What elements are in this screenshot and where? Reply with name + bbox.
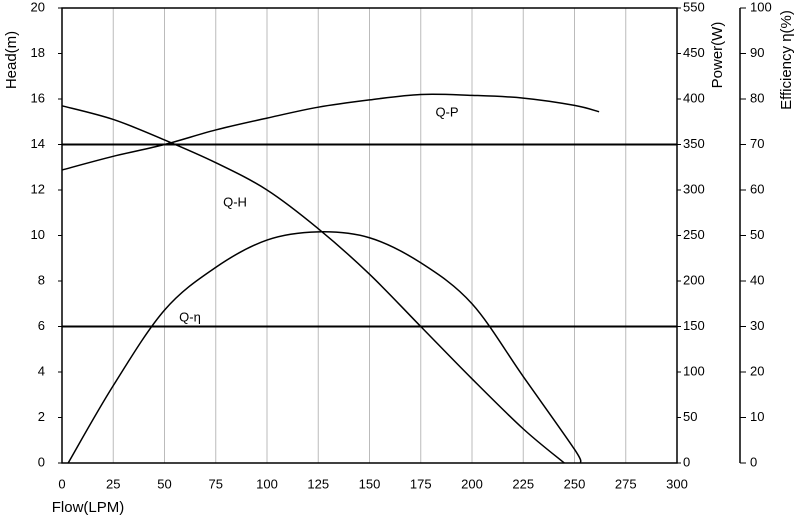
y-tick-label: 0	[38, 454, 45, 469]
y-tick-label: 16	[31, 90, 45, 105]
curve	[67, 231, 582, 464]
y2-tick-label: 300	[683, 181, 705, 196]
y2-tick-label: 550	[683, 0, 705, 14]
y2-tick-label: 400	[683, 90, 705, 105]
y3-tick-label: 100	[750, 0, 772, 14]
x-tick-label: 150	[359, 476, 381, 491]
y-tick-label: 8	[38, 272, 45, 287]
y-tick-label: 18	[31, 45, 45, 60]
y3-tick-label: 40	[750, 272, 764, 287]
curve	[61, 105, 565, 464]
y2-tick-label: 150	[683, 318, 705, 333]
y-tick-label: 2	[38, 409, 45, 424]
y2-tick-label: 100	[683, 363, 705, 378]
y3-tick-label: 10	[750, 409, 764, 424]
curve-label: Q-η	[179, 309, 201, 324]
y-tick-label: 6	[38, 318, 45, 333]
x-tick-label: 300	[666, 476, 688, 491]
y-tick-label: 20	[31, 0, 45, 14]
x-tick-label: 25	[106, 476, 120, 491]
x-tick-label: 175	[410, 476, 432, 491]
y2-tick-label: 250	[683, 227, 705, 242]
y-tick-label: 12	[31, 181, 45, 196]
y-axis-label: Head(m)	[3, 31, 20, 89]
y3-tick-label: 90	[750, 45, 764, 60]
x-axis-label: Flow(LPM)	[52, 499, 125, 516]
y2-tick-label: 200	[683, 272, 705, 287]
y2-tick-label: 350	[683, 136, 705, 151]
y2-axis-label: Power(W)	[709, 22, 726, 89]
curve	[61, 93, 600, 171]
x-tick-label: 225	[512, 476, 534, 491]
y-tick-label: 10	[31, 227, 45, 242]
x-tick-label: 275	[615, 476, 637, 491]
x-tick-label: 100	[256, 476, 278, 491]
y3-tick-label: 50	[750, 227, 764, 242]
x-tick-label: 50	[157, 476, 171, 491]
x-tick-label: 200	[461, 476, 483, 491]
x-tick-label: 0	[58, 476, 65, 491]
x-tick-label: 75	[209, 476, 223, 491]
x-tick-label: 125	[307, 476, 329, 491]
y-tick-label: 4	[38, 363, 45, 378]
curve-label: Q-P	[435, 104, 458, 119]
y3-tick-label: 20	[750, 363, 764, 378]
y3-tick-label: 0	[750, 454, 757, 469]
y2-tick-label: 0	[683, 454, 690, 469]
curve-label: Q-H	[223, 194, 247, 209]
y3-tick-label: 80	[750, 90, 764, 105]
y3-tick-label: 30	[750, 318, 764, 333]
y3-tick-label: 60	[750, 181, 764, 196]
y2-tick-label: 450	[683, 45, 705, 60]
x-tick-label: 250	[564, 476, 586, 491]
y2-tick-label: 50	[683, 409, 697, 424]
y-tick-label: 14	[31, 136, 45, 151]
y3-axis-label: Efficiency η(%)	[778, 10, 795, 110]
y3-tick-label: 70	[750, 136, 764, 151]
